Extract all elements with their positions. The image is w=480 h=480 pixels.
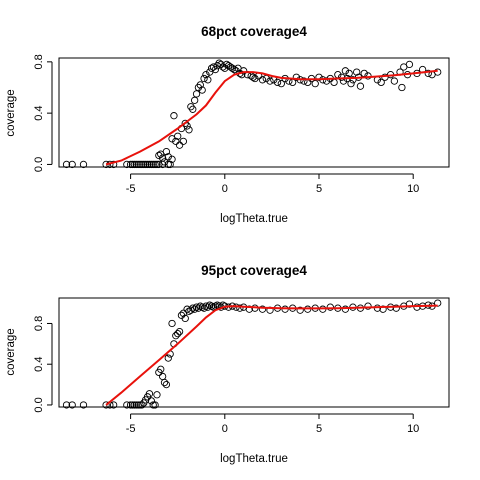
chart-1-y-tick-label: 0.0 xyxy=(33,157,45,172)
chart-2-y-tick-label: 0.4 xyxy=(33,357,45,372)
chart-1-y-tick-label: 0.4 xyxy=(33,105,45,120)
chart-1-x-axis-label: logTheta.true xyxy=(220,213,288,225)
chart-1-y-axis-label: coverage xyxy=(5,89,17,136)
chart-2-x-tick-label: 5 xyxy=(316,423,322,435)
chart-1-x-tick-label: -5 xyxy=(126,183,136,195)
chart-2-x-tick-label: -5 xyxy=(126,423,136,435)
chart-2-title: 95pct coverage4 xyxy=(201,263,307,278)
chart-1-y-tick-label: 0.8 xyxy=(33,54,45,69)
chart-1-x-tick-label: 0 xyxy=(222,183,228,195)
chart-2-y-axis-label: coverage xyxy=(5,328,17,375)
chart-2-x-axis-label: logTheta.true xyxy=(220,453,288,465)
chart-2-y-tick-label: 0.0 xyxy=(33,397,45,412)
chart-2-x-tick-label: 10 xyxy=(407,423,419,435)
chart-2-y-tick-label: 0.8 xyxy=(33,316,45,331)
chart-1-x-tick-label: 5 xyxy=(316,183,322,195)
chart-1-title: 68pct coverage4 xyxy=(201,24,307,39)
chart-2-x-tick-label: 0 xyxy=(222,423,228,435)
chart-1-x-tick-label: 10 xyxy=(407,183,419,195)
